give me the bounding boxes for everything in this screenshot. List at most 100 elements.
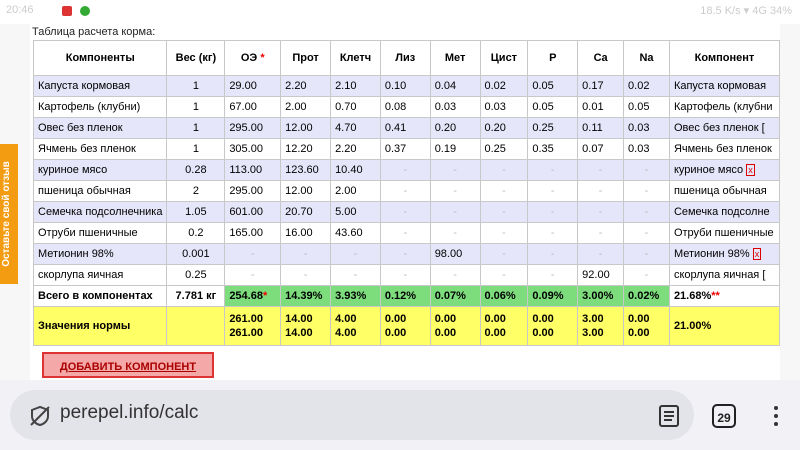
warning-mark: ** (711, 290, 720, 302)
nutrient-cell: 16.00 (280, 222, 332, 244)
nutrient-cell: 0.41 (379, 117, 431, 139)
total-cell: 254.68* (224, 285, 282, 307)
component-name: пшеница обычная (32, 180, 168, 202)
nutrient-cell: 92.00 (577, 264, 625, 286)
nutrient-cell: 0.35 (527, 138, 579, 160)
nutrient-cell: - (577, 159, 625, 181)
component-weight[interactable]: 0.25 (166, 264, 226, 286)
notification-icon (62, 6, 72, 16)
component-name-right: куриное мясо x (668, 159, 780, 181)
reader-mode-icon[interactable] (658, 404, 680, 428)
nutrient-cell: - (577, 243, 625, 265)
component-weight[interactable]: 1.05 (166, 201, 226, 223)
nutrient-cell: 2.00 (330, 180, 381, 202)
nutrient-cell: 12.00 (280, 180, 332, 202)
col-header: Лиз (379, 40, 431, 76)
component-name-right: пшеница обычная (668, 180, 780, 202)
norm-cell: 0.00 0.00 (379, 306, 431, 346)
nutrient-cell: - (527, 201, 579, 223)
component-weight[interactable]: 1 (166, 75, 226, 97)
norm-max: 0.00 (628, 327, 650, 339)
tabs-counter-button[interactable]: 29 (712, 404, 736, 428)
col-header: Вес (кг) (166, 40, 226, 76)
nutrient-cell: - (577, 180, 625, 202)
status-bar: 20:46 18.5 K/s ▾ 4G 34% (0, 0, 800, 24)
component-name-right: Отруби пшеничные (668, 222, 780, 244)
nutrient-cell: - (379, 159, 431, 181)
table-row: пшеница обычная 2 295.00 12.00 2.00- - - - - - пше… (32, 180, 780, 202)
table-row: куриное мясо 0.28 113.00 123.60 10.40- - - - - - к… (32, 159, 780, 181)
total-cell: 3.93% (330, 285, 381, 307)
component-name-right-text: Семечка подсолне (673, 206, 770, 218)
component-name-right-text: Овес без пленок [ (673, 122, 765, 134)
component-name-right: Картофель (клубни (668, 96, 780, 118)
nutrient-cell: 12.00 (280, 117, 332, 139)
norm-min: 0.00 (384, 313, 407, 325)
remove-component-icon[interactable]: x (746, 164, 755, 176)
total-cell: 0.06% (479, 285, 529, 307)
connection-not-secure-icon[interactable] (28, 404, 52, 428)
nutrient-cell: 0.07 (577, 138, 625, 160)
norm-max: 4.00 (335, 327, 357, 339)
col-header: Компоненты (32, 40, 168, 76)
nutrient-cell: - (479, 243, 529, 265)
nutrient-cell: - (479, 180, 529, 202)
nutrient-cell: - (280, 264, 332, 286)
component-weight[interactable]: 1 (166, 117, 226, 139)
table-row: Семечка подсолнечника 1.05 601.00 20.70 5.00… (32, 201, 780, 223)
nutrient-cell: 0.19 (429, 138, 481, 160)
nutrient-cell: 0.25 (479, 138, 529, 160)
component-weight[interactable]: 1 (166, 96, 226, 118)
remove-component-icon[interactable]: x (752, 248, 762, 260)
component-weight[interactable]: 2 (166, 180, 226, 202)
nutrient-cell: 0.37 (379, 138, 431, 160)
total-cell: 14.39% (280, 285, 332, 307)
url-text[interactable]: perepel.info/calc (60, 402, 199, 423)
component-weight[interactable]: 0.2 (166, 222, 226, 244)
feedback-tab[interactable]: Оставьте свой отзыв (0, 144, 18, 284)
norm-cell: 14.00 14.00 (280, 306, 332, 346)
total-cell: 0.02% (623, 285, 670, 307)
table-row: Отруби пшеничные 0.2 165.00 16.00 43.60- - - - -… (32, 222, 780, 244)
norm-cell: 0.00 0.00 (527, 306, 579, 346)
col-header: P (527, 40, 579, 76)
total-row: Всего в компонентах 7.781 кг 254.68* 14.… (32, 285, 780, 307)
col-header: ОЭ * (224, 40, 282, 76)
table-title: Таблица расчета корма: (32, 26, 156, 38)
table-row: скорлупа яичная 0.25- - - - - - -92.00- скорлупа… (32, 264, 780, 286)
component-name-right-text: Ячмень без пленок (673, 143, 772, 155)
norm-label: Значения нормы (32, 306, 168, 346)
nutrient-cell: - (330, 243, 381, 265)
nutrient-cell: - (623, 201, 670, 223)
table-row: Ячмень без пленок 1 305.00 12.20 2.20 0.37 0.1… (32, 138, 780, 160)
add-component-button[interactable]: ДОБАВИТЬ КОМПОНЕНТ (42, 352, 214, 378)
table-row: Картофель (клубни) 1 67.00 2.00 0.70 0.08 0.03… (32, 96, 780, 118)
component-weight[interactable]: 1 (166, 138, 226, 160)
nutrient-cell: - (623, 243, 670, 265)
component-name: Отруби пшеничные (32, 222, 168, 244)
address-bar[interactable]: perepel.info/calc (10, 390, 694, 440)
component-name-right-text: скорлупа яичная [ (673, 269, 766, 281)
component-weight[interactable]: 0.28 (166, 159, 226, 181)
nutrient-cell: 10.40 (330, 159, 381, 181)
norm-weight (166, 306, 226, 346)
nutrient-cell: 2.00 (280, 96, 332, 118)
more-menu-icon[interactable] (772, 406, 780, 430)
nutrient-cell: 2.10 (330, 75, 381, 97)
component-weight[interactable]: 0.001 (166, 243, 226, 265)
col-header: Клетч (330, 40, 381, 76)
nutrient-cell: 0.03 (623, 117, 670, 139)
component-name-right-text: Метионин 98% (673, 248, 750, 260)
nutrient-cell: - (527, 222, 579, 244)
component-name-right: Метионин 98% x (668, 243, 780, 265)
nutrient-cell: - (224, 264, 282, 286)
feedback-tab-label: Оставьте свой отзыв (1, 161, 12, 267)
col-header: Ca (577, 40, 625, 76)
right-margin (780, 24, 800, 380)
nutrient-cell: - (224, 243, 282, 265)
nutrient-cell: - (577, 222, 625, 244)
warning-mark: * (262, 290, 268, 302)
nutrient-cell: 0.20 (479, 117, 529, 139)
nutrient-cell: - (527, 243, 579, 265)
nutrient-cell: - (379, 180, 431, 202)
